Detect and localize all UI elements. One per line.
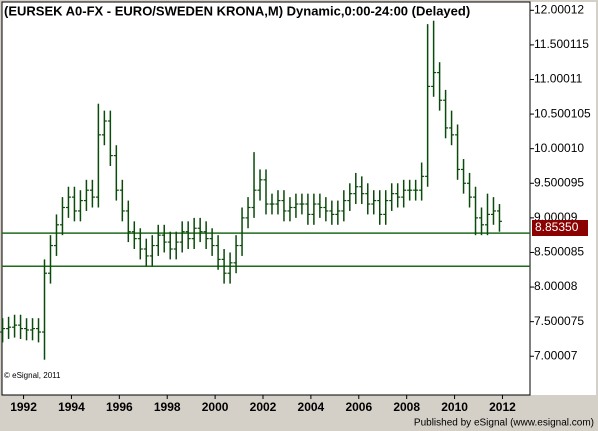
y-tick-label: 11.500115	[534, 37, 589, 51]
x-tick-label: 1998	[154, 400, 181, 414]
x-tick-label: 2004	[298, 400, 325, 414]
x-tick-label: 1994	[58, 400, 85, 414]
y-tick-label: 8.500085	[534, 245, 584, 259]
y-tick-label: 8.00008	[534, 279, 578, 293]
y-tick-label: 10.00010	[534, 141, 584, 155]
x-tick-label: 2010	[441, 400, 468, 414]
x-tick-label: 2006	[345, 400, 372, 414]
watermark: © eSignal, 2011	[4, 371, 61, 380]
chart-background	[2, 2, 596, 395]
x-tick-label: 1996	[106, 400, 133, 414]
y-tick-label: 10.500105	[534, 106, 591, 120]
last-price-box	[532, 220, 588, 237]
plot-border	[1, 1, 531, 396]
x-tick-label: 2000	[202, 400, 229, 414]
footer: Published by eSignal (www.esignal.com)	[414, 418, 594, 429]
x-tick-label: 1992	[10, 400, 37, 414]
y-tick-label: 7.00007	[534, 348, 578, 362]
y-tick-label: 12.00012	[534, 2, 584, 16]
y-tick-label: 7.500075	[534, 314, 584, 328]
y-tick-label: 9.500095	[534, 175, 584, 189]
x-tick-label: 2012	[489, 400, 516, 414]
y-tick-label: 11.00011	[534, 72, 583, 86]
x-tick-label: 2002	[250, 400, 277, 414]
last-price-label: 8.85350	[535, 220, 579, 234]
x-tick-label: 2008	[393, 400, 420, 414]
chart-title: (EURSEK A0-FX - EURO/SWEDEN KRONA,M) Dyn…	[4, 3, 470, 18]
